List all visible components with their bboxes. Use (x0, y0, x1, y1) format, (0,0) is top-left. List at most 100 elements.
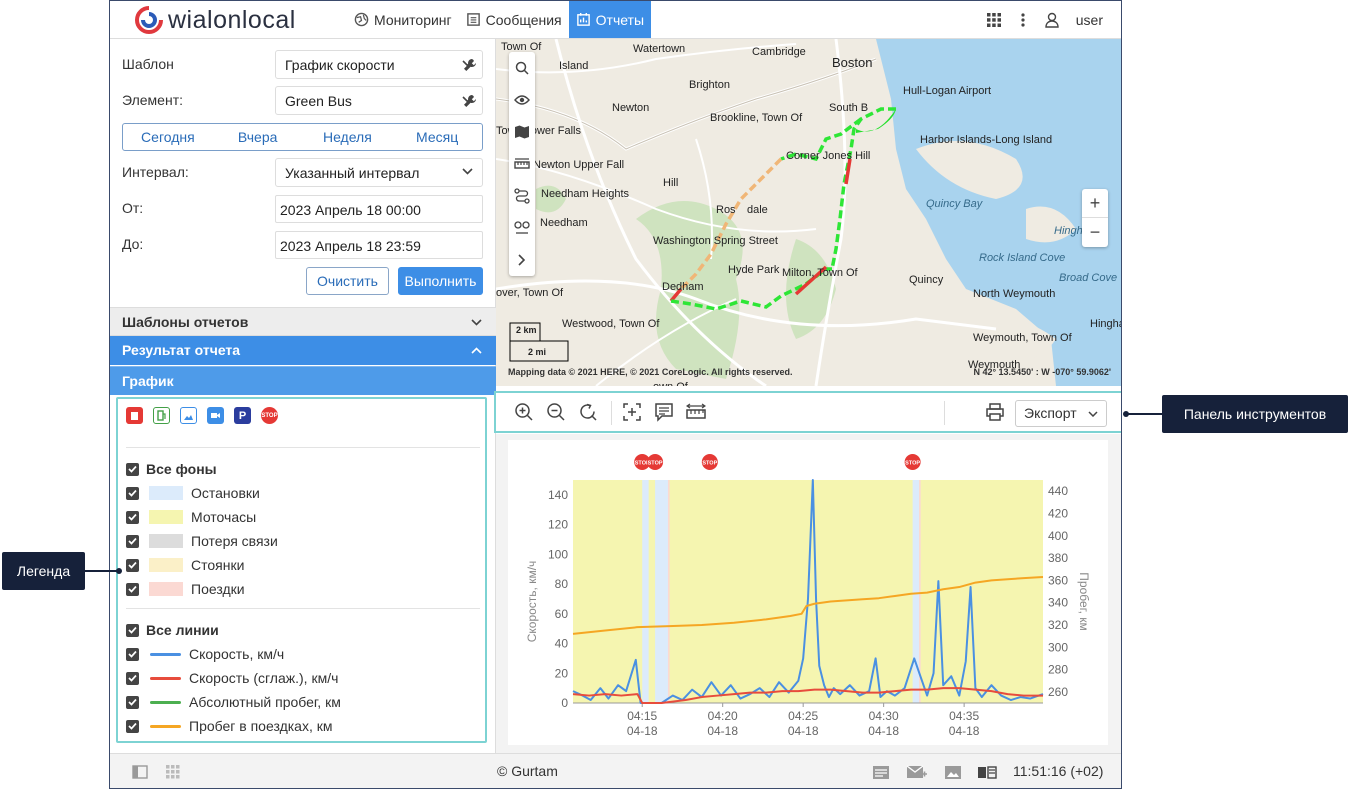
execute-button[interactable]: Выполнить (398, 267, 483, 295)
fuel-fillings-marker-icon[interactable] (126, 407, 143, 424)
stop-marker (647, 454, 664, 470)
speed-chart[interactable]: 0 20 40 60 80 100 120 140 260 280 300 320 340 360 380 4… (508, 440, 1108, 745)
map-label: Cambridge (752, 46, 806, 58)
wialon-logo[interactable]: wialonlocal (134, 5, 296, 35)
legend-line-item[interactable]: Скорость, км/ч (126, 646, 284, 662)
copyright: © Gurtam (497, 763, 558, 779)
chart-legend: P STOP Все фоны Остановки Моточасы Потеря … (116, 397, 487, 743)
checkbox-checked-icon[interactable] (126, 534, 139, 548)
parking-marker-icon[interactable]: P (234, 407, 251, 424)
nav-messages[interactable]: Сообщения (459, 1, 569, 38)
x-tick-date: 04-18 (788, 724, 819, 738)
checkbox-checked-icon[interactable] (126, 582, 139, 596)
period-today-button[interactable]: Сегодня (141, 129, 195, 145)
period-month-button[interactable]: Месяц (416, 129, 459, 145)
checkbox-checked-icon[interactable] (126, 647, 139, 661)
y-tick-label: 80 (555, 577, 569, 591)
checkbox-checked-icon[interactable] (126, 623, 139, 637)
notifications-list-icon[interactable] (872, 765, 890, 780)
map-label: Needham Heights (541, 188, 630, 200)
toolbar-divider (944, 401, 945, 425)
zoom-in-button[interactable]: + (1082, 189, 1108, 218)
period-week-button[interactable]: Неделя (322, 129, 372, 145)
zoom-in-icon[interactable] (514, 402, 534, 422)
fuel-station-marker-icon[interactable] (153, 407, 170, 424)
element-select[interactable]: Green Bus (275, 86, 483, 115)
template-select[interactable]: График скорости (275, 50, 483, 79)
map-ruler-button[interactable] (509, 148, 535, 180)
legend-divider (126, 608, 480, 609)
chart-ruler-icon[interactable] (686, 402, 706, 422)
interval-select[interactable]: Указанный интервал (275, 158, 483, 187)
map-layers-button[interactable] (509, 116, 535, 148)
period-yesterday-button[interactable]: Вчера (237, 129, 278, 145)
chart-svg: 0 20 40 60 80 100 120 140 260 280 300 320 340 360 380 4… (525, 454, 1091, 738)
map-view[interactable]: Town Of Watertown Cambridge Boston Island Bri… (496, 39, 1121, 386)
checkbox-checked-icon[interactable] (126, 486, 139, 500)
chart-tab[interactable]: График (110, 366, 496, 395)
gallery-icon[interactable] (944, 765, 962, 780)
select-area-icon[interactable] (622, 402, 642, 422)
nav-monitoring[interactable]: Мониторинг (347, 1, 459, 38)
x-tick-date: 04-18 (868, 724, 899, 738)
x-tick-date: 04-18 (707, 724, 738, 738)
checkbox-checked-icon[interactable] (126, 558, 139, 572)
legend-line-item[interactable]: Скорость (сглаж.), км/ч (126, 670, 338, 686)
legend-divider (126, 447, 480, 448)
more-menu-icon[interactable] (1020, 12, 1026, 28)
checkbox-checked-icon[interactable] (126, 462, 139, 476)
map-label: Rock Island Cove (979, 252, 1066, 264)
grid-layout-icon[interactable] (166, 765, 180, 779)
chevron-up-icon (471, 347, 482, 354)
toggle-panel-icon[interactable] (132, 765, 148, 779)
legend-all-backgrounds[interactable]: Все фоны (126, 461, 217, 477)
map-visibility-button[interactable] (509, 84, 535, 116)
stop-marker-label: STOP (905, 461, 920, 467)
nav-reports[interactable]: Отчеты (568, 1, 652, 38)
reports-layout-icon[interactable] (977, 765, 997, 780)
checkbox-checked-icon[interactable] (126, 510, 139, 524)
checkbox-checked-icon[interactable] (126, 671, 139, 685)
map-label: Washington Spring Street (653, 235, 778, 247)
checkbox-checked-icon[interactable] (126, 695, 139, 709)
apps-grid-icon[interactable] (986, 12, 1002, 28)
legend-background-item[interactable]: Остановки (126, 485, 260, 501)
user-menu[interactable]: user (1044, 12, 1103, 28)
print-icon[interactable] (985, 402, 1005, 422)
video-marker-icon[interactable] (207, 407, 224, 424)
checkbox-checked-icon[interactable] (126, 719, 139, 733)
legend-background-item[interactable]: Стоянки (126, 557, 244, 573)
y2-axis-label: Пробег, км (1077, 572, 1091, 630)
report-templates-section[interactable]: Шаблоны отчетов (110, 307, 496, 336)
stop-marker-icon[interactable]: STOP (261, 407, 278, 424)
to-date-input[interactable]: 2023 Апрель 18 23:59 (275, 231, 483, 259)
report-result-section[interactable]: Результат отчета (110, 336, 496, 365)
template-settings-wrench-icon[interactable] (463, 58, 477, 72)
legend-background-item[interactable]: Поездки (126, 581, 245, 597)
comment-icon[interactable] (654, 402, 674, 422)
map-route-button[interactable] (509, 180, 535, 212)
map-points-button[interactable] (509, 212, 535, 244)
element-settings-wrench-icon[interactable] (463, 94, 477, 108)
legend-all-lines[interactable]: Все линии (126, 622, 219, 638)
map-search-button[interactable] (509, 52, 535, 84)
clear-button[interactable]: Очистить (306, 267, 389, 295)
zoom-out-button[interactable]: − (1089, 222, 1101, 242)
legend-background-item[interactable]: Потеря связи (126, 533, 278, 549)
export-dropdown[interactable]: Экспорт (1015, 400, 1107, 427)
legend-line-item[interactable]: Абсолютный пробег, км (126, 694, 341, 710)
chevron-down-icon (471, 319, 482, 326)
mail-icon[interactable] (906, 765, 928, 780)
legend-background-item[interactable]: Моточасы (126, 509, 256, 525)
y-tick-label: 20 (555, 666, 569, 680)
zoom-out-icon[interactable] (546, 402, 566, 422)
legend-all-backgrounds-label: Все фоны (146, 461, 217, 477)
reset-zoom-icon[interactable] (578, 402, 598, 422)
map-icon (515, 125, 529, 139)
from-date-input[interactable]: 2023 Апрель 18 00:00 (275, 195, 483, 223)
report-templates-label: Шаблоны отчетов (122, 314, 249, 330)
map-expand-button[interactable] (509, 244, 535, 276)
chart-background-trips (919, 480, 921, 703)
legend-line-item[interactable]: Пробег в поездках, км (126, 718, 332, 734)
image-marker-icon[interactable] (180, 407, 197, 424)
